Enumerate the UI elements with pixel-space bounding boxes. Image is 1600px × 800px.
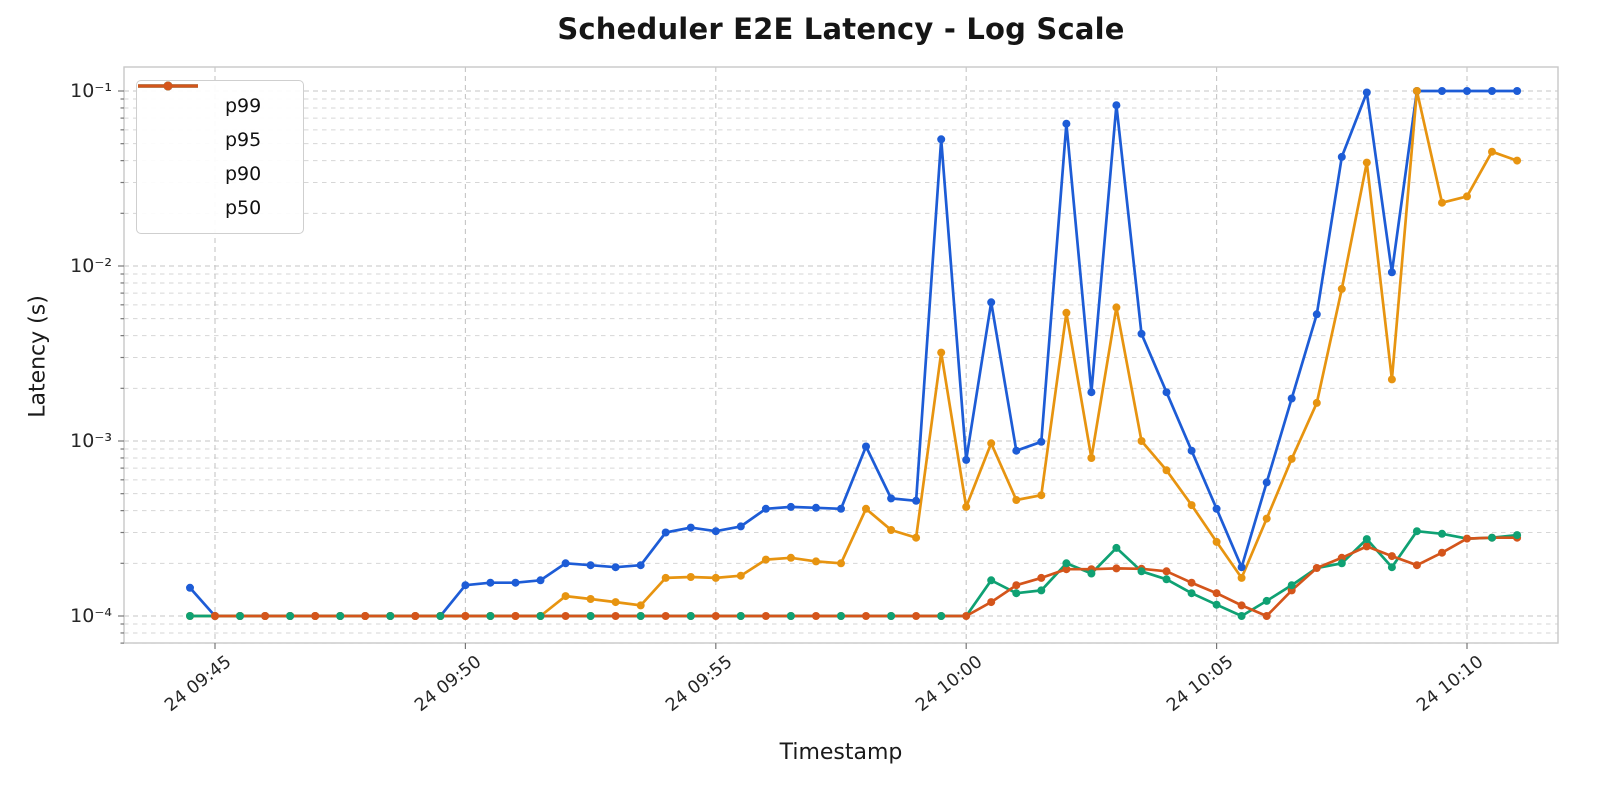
series-p90-markers <box>186 527 1522 620</box>
legend-label: p99 <box>225 95 262 117</box>
y-tick-label: 10⁻¹ <box>70 80 112 102</box>
y-axis-label: Latency (s) <box>25 295 51 418</box>
tick-marks <box>118 90 1468 649</box>
series-p90-line <box>188 529 1519 618</box>
series-p95-markers <box>186 87 1522 620</box>
legend-item-p50: p50 <box>138 81 293 225</box>
plot-border <box>123 66 1559 644</box>
legend-label: p90 <box>225 163 262 185</box>
legend-item-p90: p90 <box>138 81 293 191</box>
legend-item-p99: p99 <box>138 81 293 123</box>
y-tick-label: 10⁻³ <box>70 430 112 452</box>
y-tick-label: 10⁻⁴ <box>70 605 112 627</box>
x-axis-label: Timestamp <box>779 740 903 765</box>
legend-line-sample <box>138 81 211 111</box>
legend-label: p50 <box>225 197 262 219</box>
y-tick-label: 10⁻² <box>70 255 112 277</box>
legend: p99 p95 p90 p50 <box>136 80 304 234</box>
legend-item-p95: p95 <box>138 81 293 157</box>
legend-line-sample <box>138 81 211 179</box>
legend-line-sample <box>138 81 211 145</box>
series-p50-line <box>213 536 1519 618</box>
series-p99-markers <box>186 87 1522 620</box>
chart-title: Scheduler E2E Latency - Log Scale <box>557 12 1125 46</box>
legend-label: p95 <box>225 129 262 151</box>
legend-line-sample <box>138 81 211 213</box>
series-p50-markers <box>211 533 1522 620</box>
series-p95-line <box>188 89 1519 618</box>
